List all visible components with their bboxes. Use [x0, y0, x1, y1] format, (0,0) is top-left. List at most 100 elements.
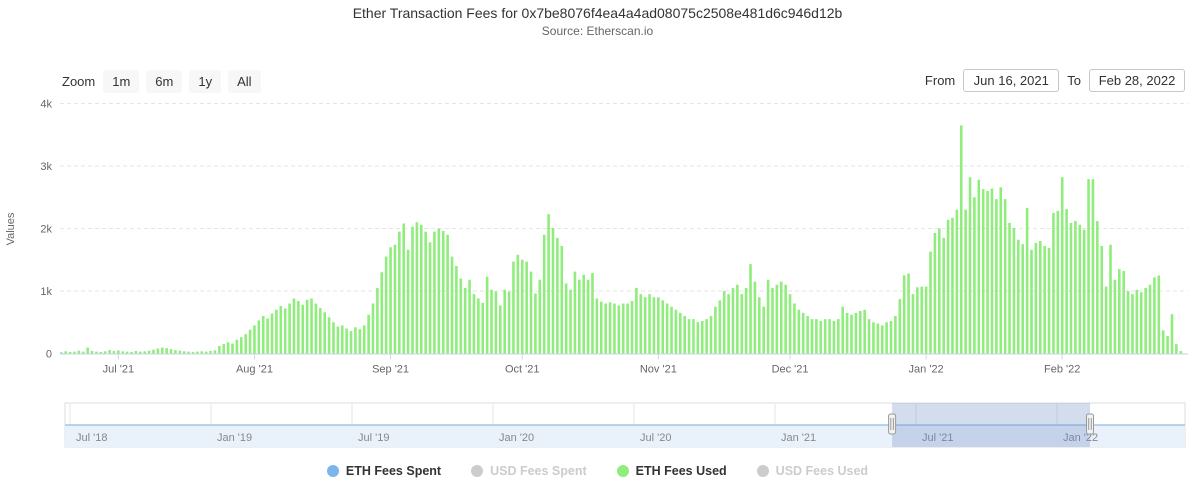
navigator-tick-label: Jul '20 — [640, 432, 671, 444]
bar — [1175, 344, 1178, 354]
bar — [103, 351, 107, 354]
bar — [226, 342, 230, 354]
bar — [727, 294, 730, 354]
zoom-button-1y[interactable]: 1y — [189, 70, 222, 93]
eth-fees-used-series[interactable] — [60, 125, 1183, 354]
y-axis-tick-label: 3k — [40, 161, 52, 173]
y-axis-tick-label: 2k — [40, 224, 52, 236]
bar — [529, 271, 533, 354]
bar — [1012, 227, 1016, 354]
navigator-right-handle[interactable] — [1086, 413, 1094, 435]
bar — [534, 293, 537, 354]
bar — [468, 279, 471, 354]
usd-fees-used-marker-icon — [756, 465, 769, 477]
bar — [393, 244, 397, 354]
bar — [81, 351, 85, 354]
bar — [384, 256, 388, 354]
bar — [801, 312, 805, 354]
bar — [411, 226, 414, 354]
bar — [340, 325, 344, 354]
bar — [907, 273, 910, 354]
bar — [863, 309, 866, 354]
bar — [678, 312, 682, 354]
zoom-button-1m[interactable]: 1m — [103, 70, 140, 93]
bar — [1109, 244, 1112, 354]
bar — [156, 348, 160, 354]
y-axis-tick-label: 4k — [40, 99, 52, 111]
bar — [507, 291, 511, 354]
bar — [744, 287, 748, 354]
bar — [90, 351, 94, 354]
bar — [1144, 287, 1147, 354]
bar — [1161, 330, 1165, 354]
bar — [810, 319, 814, 354]
bar — [876, 323, 880, 354]
x-axis-tick-label: Aug '21 — [236, 364, 273, 376]
bar — [845, 312, 849, 354]
bar — [880, 325, 884, 354]
legend-item-eth-fees-spent[interactable]: ETH Fees Spent — [326, 464, 442, 478]
eth-fees-spent-marker-icon — [326, 465, 339, 477]
bar — [626, 303, 629, 354]
legend-item-eth-fees-used[interactable]: ETH Fees Used — [616, 464, 727, 478]
zoom-label: Zoom — [62, 74, 96, 89]
bar — [292, 298, 296, 354]
bar — [472, 294, 476, 354]
zoom-button-6m[interactable]: 6m — [146, 70, 183, 93]
y-axis-tick-label: 0 — [46, 349, 52, 361]
bar — [160, 347, 164, 354]
bar — [248, 329, 252, 354]
bar — [1104, 286, 1108, 354]
x-axis-tick-label: Jan '22 — [909, 364, 944, 376]
bar — [916, 287, 919, 354]
from-date-input[interactable] — [963, 69, 1060, 92]
bar — [376, 287, 379, 354]
bar — [477, 298, 480, 354]
bar — [766, 279, 770, 354]
bar — [959, 125, 963, 354]
bar — [696, 322, 700, 354]
bar — [297, 301, 300, 354]
bar — [999, 187, 1003, 354]
bar — [130, 351, 133, 354]
bar — [371, 303, 375, 354]
legend-label: ETH Fees Spent — [345, 464, 442, 478]
bar — [758, 297, 761, 354]
bar — [920, 286, 924, 354]
bar — [806, 316, 809, 354]
bar — [455, 266, 458, 354]
bar — [1021, 244, 1025, 354]
bar — [1157, 275, 1161, 354]
bar — [955, 209, 959, 354]
bar — [319, 307, 322, 354]
bar — [894, 316, 897, 354]
bar — [174, 350, 177, 354]
bar — [586, 279, 590, 354]
bar — [86, 347, 89, 354]
handle-grip-icon — [1086, 413, 1094, 435]
bar — [60, 352, 63, 354]
zoom-button-all[interactable]: All — [228, 70, 261, 93]
bar — [1170, 314, 1174, 354]
to-date-input[interactable] — [1089, 69, 1185, 92]
bar — [599, 301, 603, 354]
bar — [867, 319, 871, 354]
bar — [389, 247, 392, 354]
navigator-left-handle[interactable] — [888, 413, 897, 435]
bar — [564, 283, 568, 354]
bar — [117, 350, 120, 354]
legend-item-usd-fees-spent[interactable]: USD Fees Spent — [471, 464, 587, 478]
legend-item-usd-fees-used[interactable]: USD Fees Used — [756, 464, 868, 478]
bar — [779, 281, 783, 354]
bar — [718, 300, 722, 354]
bar — [139, 351, 142, 354]
bar — [1060, 177, 1064, 354]
bar — [213, 350, 217, 354]
bar — [200, 351, 204, 354]
navigator-selected-range[interactable] — [892, 403, 1090, 447]
bar — [964, 209, 967, 354]
bar — [1003, 199, 1007, 354]
navigator-tick-label: Jul '18 — [76, 432, 107, 444]
x-axis-tick-label: Nov '21 — [640, 364, 677, 376]
bar — [784, 284, 787, 354]
